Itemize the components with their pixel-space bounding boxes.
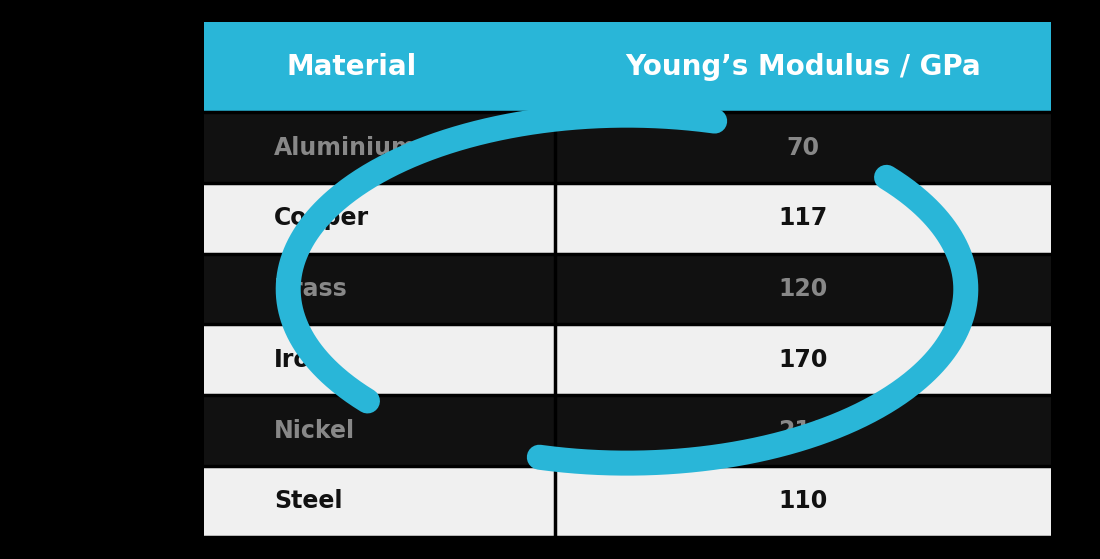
- Bar: [556, 254, 1050, 324]
- Bar: [204, 395, 556, 466]
- Text: 210: 210: [778, 419, 827, 443]
- Bar: [204, 22, 556, 112]
- Text: 110: 110: [778, 489, 827, 513]
- Bar: [204, 466, 556, 537]
- Bar: [204, 254, 556, 324]
- Bar: [556, 324, 1050, 395]
- Text: Iron: Iron: [274, 348, 328, 372]
- Text: Steel: Steel: [274, 489, 342, 513]
- Bar: [556, 466, 1050, 537]
- Text: Aluminium: Aluminium: [274, 136, 417, 160]
- Bar: [556, 395, 1050, 466]
- Bar: [204, 183, 556, 254]
- Bar: [556, 112, 1050, 183]
- Text: Brass: Brass: [274, 277, 348, 301]
- Text: Copper: Copper: [274, 206, 368, 230]
- Text: Nickel: Nickel: [274, 419, 355, 443]
- Bar: [204, 112, 556, 183]
- Text: 120: 120: [778, 277, 827, 301]
- Text: Material: Material: [286, 53, 416, 82]
- Text: Young’s Modulus / GPa: Young’s Modulus / GPa: [625, 53, 980, 82]
- Text: 170: 170: [778, 348, 827, 372]
- Text: 70: 70: [786, 136, 820, 160]
- Bar: [556, 22, 1050, 112]
- Bar: [556, 183, 1050, 254]
- Text: 117: 117: [778, 206, 827, 230]
- Bar: [204, 324, 556, 395]
